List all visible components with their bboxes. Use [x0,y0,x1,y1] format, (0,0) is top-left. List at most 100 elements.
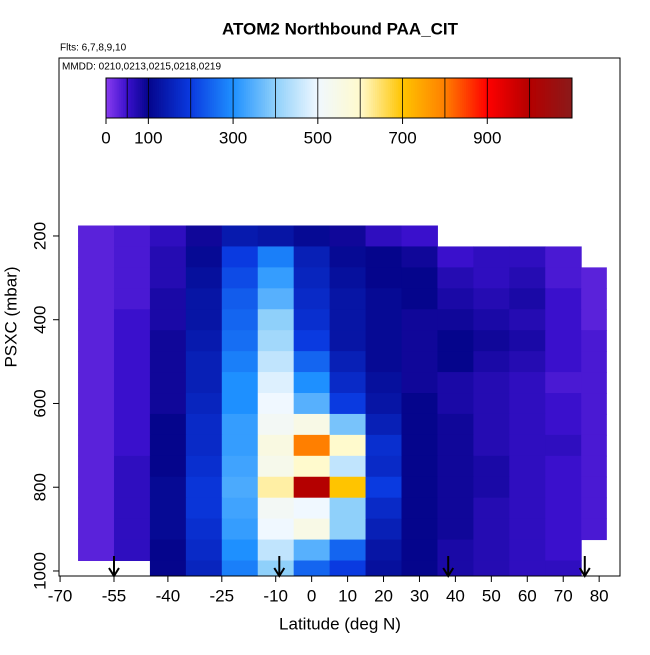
x-tick-label: 50 [482,586,501,605]
annotation: MMDD: 0210,0213,0215,0218,0219 [62,62,221,73]
heatmap-cell [545,497,582,520]
heatmap-cell [509,539,546,562]
colorbar-swatch [457,78,461,118]
colorbar-swatch [277,78,281,118]
heatmap-cell [257,413,295,436]
colorbar-swatch [165,78,168,118]
colorbar-swatch [199,78,202,118]
x-axis-label: Latitude (deg N) [279,614,401,633]
colorbar-swatch [353,78,357,118]
colorbar-swatch [364,78,367,118]
heatmap-cell [293,455,331,478]
colorbar-swatch [294,78,298,118]
heatmap-cell [473,455,510,478]
colorbar-swatch [122,78,126,118]
heatmap-cell [473,434,510,457]
heatmap-cell [437,372,474,394]
colorbar-swatch [463,78,467,118]
heatmap-cell [365,393,402,415]
colorbar-swatch [425,78,429,118]
heatmap-cell [221,434,259,457]
colorbar-swatch [275,78,278,118]
colorbar-swatch [264,78,268,118]
heatmap-cell [509,518,546,541]
colorbar-swatch [224,78,228,118]
colorbar-tick-label: 100 [134,128,162,147]
heatmap-cell [329,434,367,457]
colorbar-swatch [220,78,223,118]
heatmap-cell [365,372,402,394]
colorbar-swatch [442,78,446,118]
colorbar-swatch [180,78,183,118]
heatmap-cell [78,246,115,268]
colorbar-swatch [345,78,348,118]
colorbar-swatch [283,78,287,118]
heatmap-cell [185,267,223,289]
heatmap-cell [545,288,582,310]
heatmap-cell [509,309,546,331]
heatmap-cell [293,309,331,331]
colorbar-swatch [194,78,198,118]
colorbar-swatch [349,78,353,118]
colorbar-swatch [131,78,134,118]
colorbar-swatch [142,78,145,118]
heatmap-cell [149,372,187,394]
colorbar-swatch [411,78,414,118]
colorbar-swatch [487,78,490,118]
heatmap-cell [365,267,402,289]
colorbar-swatch [449,78,452,118]
heatmap-cell [78,372,115,394]
colorbar-swatch [266,78,270,118]
colorbar-swatch [254,78,257,118]
heatmap-cell [401,330,438,352]
colorbar-swatch [368,78,372,118]
colorbar-swatch [455,78,459,118]
heatmap-cell [293,476,331,499]
heatmap-cell [509,372,546,394]
colorbar-swatch [317,78,321,118]
heatmap-cell [509,434,546,457]
heatmap-cell [437,518,474,541]
colorbar-swatch [495,78,499,118]
colorbar-swatch [550,78,554,118]
colorbar-swatch [480,78,484,118]
colorbar-swatch [106,78,109,118]
colorbar-swatch [239,78,242,118]
colorbar-swatch [120,78,124,118]
heatmap-cell [509,288,546,310]
x-tick-label: 60 [518,586,537,605]
colorbar-swatch [192,78,196,118]
y-tick-label: 600 [30,389,49,417]
colorbar-swatch [459,78,463,118]
heatmap-cell [293,288,331,310]
heatmap-cell [437,455,474,478]
heatmap-cell [113,455,151,478]
heatmap-cell [185,518,223,541]
colorbar-swatch [233,78,236,118]
heatmap-cell [221,372,259,394]
heatmap-cell [581,267,607,289]
colorbar-swatch [523,78,526,118]
heatmap-cell [113,434,151,457]
colorbar-swatch [438,78,442,118]
heatmap-cell [545,434,582,457]
heatmap-cell [221,393,259,415]
y-tick-label: 400 [30,306,49,334]
colorbar-swatch [400,78,403,118]
heatmap-cell [401,351,438,373]
colorbar-swatch [366,78,370,118]
heatmap-cell [401,393,438,415]
heatmap-cell [545,330,582,352]
heatmap-cell [581,288,607,310]
colorbar-swatch [417,78,420,118]
colorbar-swatch [245,78,249,118]
heatmap-cell [401,225,438,247]
heatmap-cell [545,393,582,415]
heatmap-cell [509,455,546,478]
colorbar-swatch [311,78,314,118]
heatmap-cell [257,267,295,289]
heatmap-cell [257,330,295,352]
heatmap-cell [401,518,438,541]
colorbar-swatch [190,78,194,118]
